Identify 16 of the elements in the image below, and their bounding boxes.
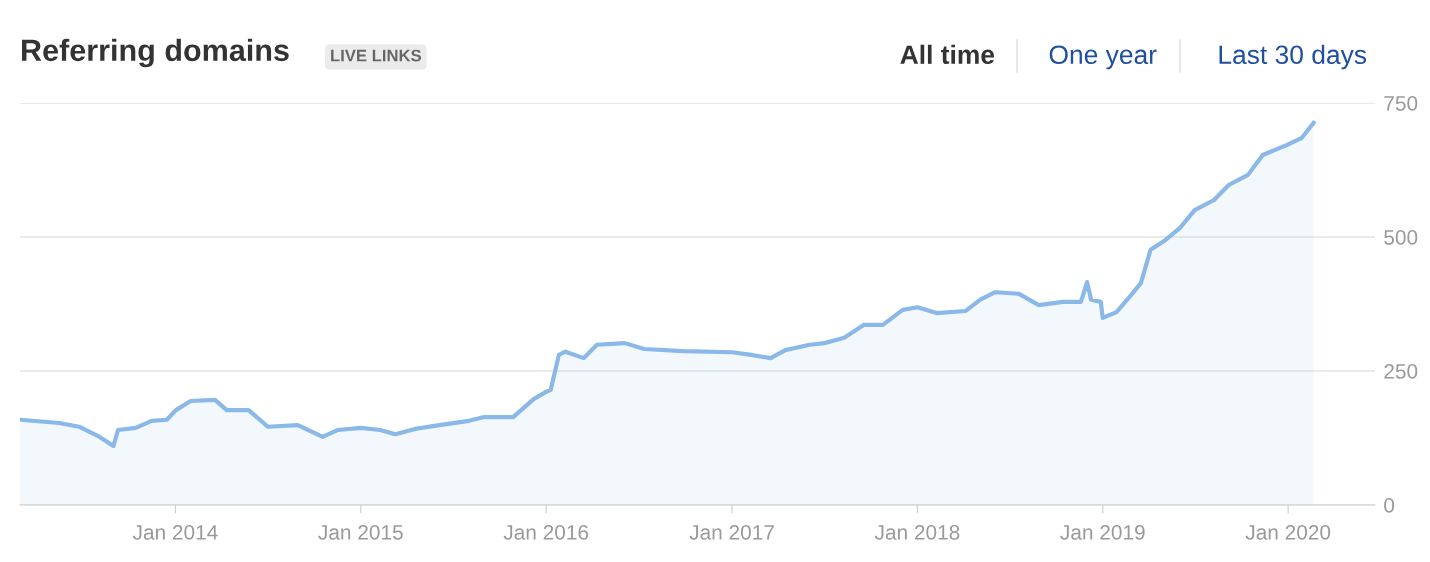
x-tick-label: Jan 2014	[132, 524, 218, 540]
chart-title: Referring domains	[22, 38, 289, 68]
y-tick-label: 750	[1384, 96, 1418, 111]
x-tick-label: Jan 2015	[318, 524, 403, 540]
x-tick-label: Jan 2019	[1060, 524, 1145, 540]
text: One year	[1049, 45, 1157, 70]
x-tick-label: Jan 2016	[503, 524, 589, 540]
text: Last 30 days	[1219, 44, 1367, 70]
x-tick-label: Jan 2020	[1245, 524, 1331, 540]
x-tick-label: Jan 2018	[874, 524, 960, 540]
text: All time	[900, 44, 995, 65]
text: LIVE LINKS	[331, 49, 422, 62]
y-tick-label: 0	[1384, 498, 1395, 513]
y-tick-label: 500	[1384, 230, 1418, 245]
x-tick-label: Jan 2017	[689, 524, 774, 540]
y-tick-label: 250	[1384, 364, 1418, 379]
